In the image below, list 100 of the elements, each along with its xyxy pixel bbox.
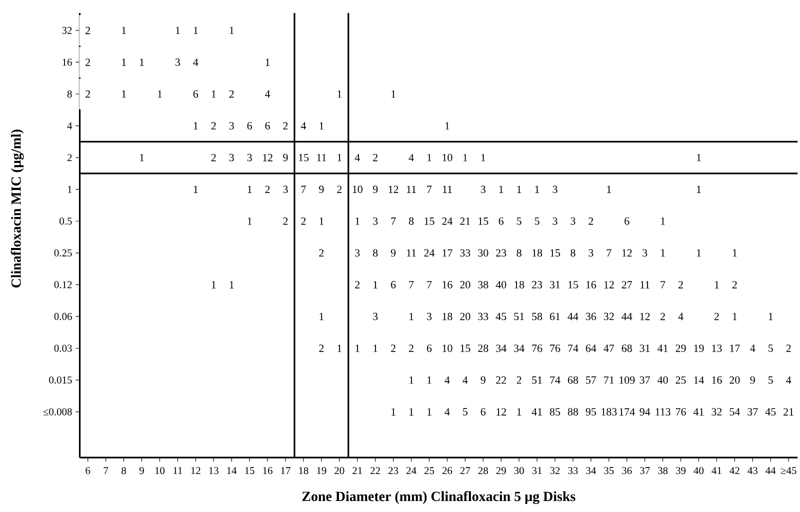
data-label: 51 [532,376,542,384]
data-label: 2 [229,90,234,98]
data-label: 20 [730,376,740,384]
data-label: 15 [424,217,434,225]
data-label: 32 [604,312,614,320]
data-label: 1 [732,249,737,256]
x-tick-label: 19 [317,466,326,474]
data-label: 7 [427,280,432,288]
data-label: 1 [696,249,701,256]
data-label: 2 [588,217,594,225]
data-label: 37 [748,408,758,416]
data-label: 28 [478,344,488,352]
data-label: 3 [552,185,558,193]
data-label: 11 [640,280,650,288]
data-label: 1 [338,344,342,352]
data-label: 18 [514,280,524,288]
data-label: 3 [427,312,432,320]
y-tick-label: 0.12 [54,280,72,288]
data-label: 6 [498,217,504,225]
data-label: 4 [300,122,306,130]
x-tick-label: 39 [676,466,686,474]
data-label: 2 [337,186,342,193]
x-tick-label: 21 [352,466,362,474]
x-tick-label: 16 [263,466,272,474]
data-label: 12 [622,249,632,256]
data-label: 1 [356,344,360,352]
x-tick-label: 40 [694,466,704,474]
data-label: 57 [586,376,596,384]
data-label: 1 [427,376,432,384]
data-label: 2 [283,122,288,130]
data-label: 10 [442,344,452,352]
data-label: 36 [586,312,596,320]
x-tick-label: 36 [622,466,632,474]
y-tick-label: 0.25 [54,249,72,256]
x-tick-label: 32 [550,466,560,474]
x-tick-label: 11 [174,466,182,474]
data-label: 1 [445,122,450,130]
y-tick-label: 1 [68,186,72,193]
data-label: 7 [427,186,432,193]
data-label: 2 [211,154,216,161]
data-label: 16 [586,280,596,288]
x-tick-label: 42 [730,466,740,474]
x-tick-label: 30 [514,466,524,474]
data-label: 1 [356,217,360,225]
data-label: 23 [496,249,506,256]
x-tick-label: 22 [370,466,380,474]
data-label: 4 [750,344,756,352]
data-label: 68 [622,344,632,352]
data-label: 3 [552,217,558,225]
data-label: 1 [194,186,198,193]
x-tick-label: 37 [640,466,650,474]
data-label: 1 [320,122,324,130]
data-label: 2 [86,58,90,66]
data-label: 1 [696,154,701,161]
data-label: 3 [588,249,594,256]
x-tick-label: 9 [139,466,144,474]
data-label: 3 [247,154,252,162]
data-label: 1 [714,280,719,288]
data-label: 27 [622,280,632,288]
data-label: 24 [424,249,435,256]
data-label: 1 [696,186,701,193]
data-label: 2 [409,344,414,352]
data-label: 8 [408,217,414,225]
data-label: 5 [516,217,522,225]
data-label: 17 [442,249,452,256]
data-label: 2 [265,186,270,193]
data-label: 74 [568,344,578,352]
data-label: 3 [373,312,378,320]
x-tick-label: 35 [604,466,614,474]
x-tick-label: ≥45 [780,466,796,474]
data-label: 12 [388,186,398,193]
data-label: 22 [496,376,506,384]
x-tick-label: 44 [766,466,776,474]
data-label: 1 [427,408,432,416]
data-label: 13 [712,344,722,352]
x-tick-label: 6 [86,466,90,474]
data-label: 2 [319,344,324,352]
data-label: 2 [714,312,719,320]
data-label: 2 [660,312,665,320]
data-label: 14 [694,376,704,384]
data-label: 10 [352,185,362,193]
data-label: 68 [568,376,578,384]
x-tick-label: 12 [191,466,200,474]
data-label: 3 [229,154,234,162]
data-label: 8 [373,249,378,256]
data-label: 2 [391,344,396,352]
data-label: 4 [678,312,684,320]
data-label: 8 [516,249,522,256]
data-label: 32 [712,408,722,416]
data-label: 1 [392,408,396,416]
data-label: 4 [444,376,450,384]
data-label: 7 [301,186,306,193]
data-label: 44 [622,312,632,320]
data-label: 40 [496,280,506,288]
data-label: 1 [248,186,252,193]
y-tick-label: ≤0.008 [43,408,72,416]
data-label: 1 [374,280,378,288]
x-tick-label: 18 [299,466,308,474]
data-label: 1 [535,186,540,193]
x-axis-title: Zone Diameter (mm) Clinafloxacin 5 µg Disks [302,490,576,504]
